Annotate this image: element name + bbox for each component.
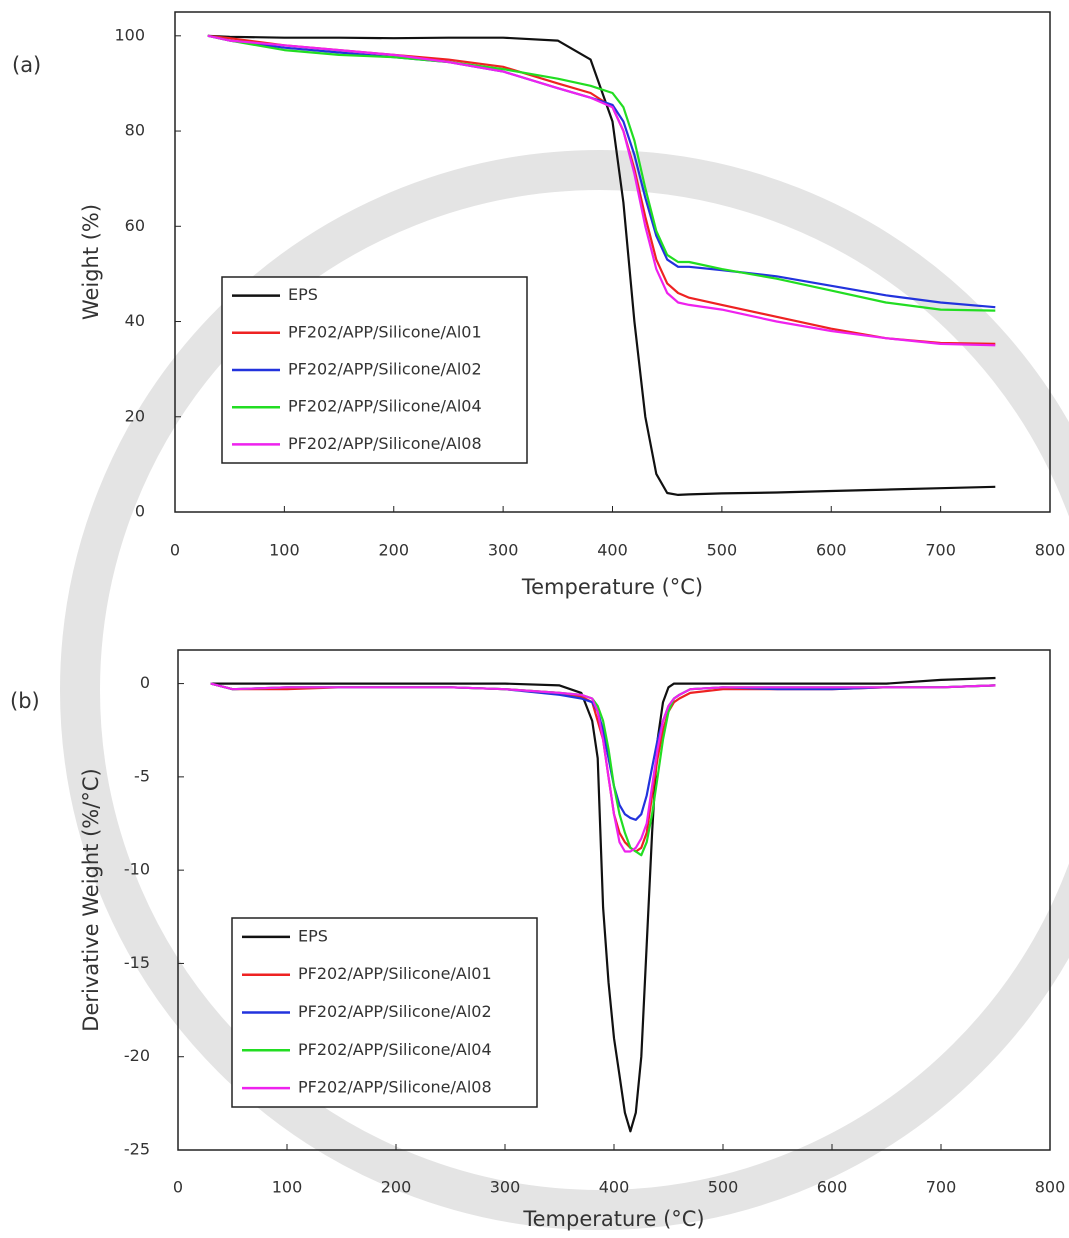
y-axis-title: Derivative Weight (%/°C) (79, 768, 103, 1031)
legend-label: PF202/APP/Silicone/Al01 (288, 322, 482, 341)
legend-label: PF202/APP/Silicone/Al08 (288, 434, 482, 453)
x-tick-label: 0 (173, 1178, 183, 1197)
x-tick-label: 300 (490, 1178, 521, 1197)
x-axis-title: Temperature (°C) (522, 1207, 704, 1231)
y-tick-label: 80 (125, 121, 145, 140)
y-tick-label: 40 (125, 311, 145, 330)
data-line (211, 684, 996, 852)
y-tick-label: 20 (125, 406, 145, 425)
y-tick-label: 0 (135, 502, 145, 521)
legend-label: PF202/APP/Silicone/Al02 (288, 360, 482, 379)
legend-label: EPS (298, 926, 328, 945)
x-tick-label: 100 (272, 1178, 303, 1197)
y-tick-label: -15 (124, 953, 150, 972)
data-line (211, 684, 996, 820)
x-tick-label: 500 (708, 1178, 739, 1197)
legend-label: EPS (288, 285, 318, 304)
legend-label: PF202/APP/Silicone/Al08 (298, 1078, 492, 1097)
x-tick-label: 500 (707, 541, 738, 560)
y-axis-title: Weight (%) (79, 204, 103, 320)
figure: (a) 0 100 200 300 400 500 600 700 800 0 20 40 60 80 100… (0, 0, 1069, 1234)
x-tick-label: 600 (817, 1178, 848, 1197)
y-tick-label: 0 (140, 673, 150, 692)
legend-label: PF202/APP/Silicone/Al02 (298, 1002, 492, 1021)
x-tick-label: 700 (926, 1178, 957, 1197)
x-tick-label: 700 (925, 541, 956, 560)
y-tick-label: 60 (125, 216, 145, 235)
y-tick-label: -5 (134, 766, 150, 785)
x-axis-title: Temperature (°C) (521, 575, 703, 599)
data-line (211, 684, 996, 852)
x-tick-label: 800 (1035, 541, 1066, 560)
legend-label: PF202/APP/Silicone/Al01 (298, 964, 492, 983)
panel-label: (b) (10, 689, 40, 713)
legend-label: PF202/APP/Silicone/Al04 (288, 397, 482, 416)
y-tick-label: -20 (124, 1046, 150, 1065)
x-tick-label: 800 (1035, 1178, 1066, 1197)
x-tick-label: 0 (170, 541, 180, 560)
x-tick-label: 100 (269, 541, 300, 560)
x-tick-label: 300 (488, 541, 519, 560)
panel-label: (a) (12, 53, 41, 77)
x-tick-label: 400 (597, 541, 628, 560)
x-tick-label: 200 (381, 1178, 412, 1197)
y-tick-label: -25 (124, 1140, 150, 1159)
y-tick-label: 100 (114, 25, 145, 44)
x-tick-label: 400 (599, 1178, 630, 1197)
y-tick-label: -10 (124, 860, 150, 879)
x-tick-label: 200 (378, 541, 409, 560)
data-line (211, 684, 996, 856)
x-tick-label: 600 (816, 541, 847, 560)
legend-label: PF202/APP/Silicone/Al04 (298, 1040, 492, 1059)
